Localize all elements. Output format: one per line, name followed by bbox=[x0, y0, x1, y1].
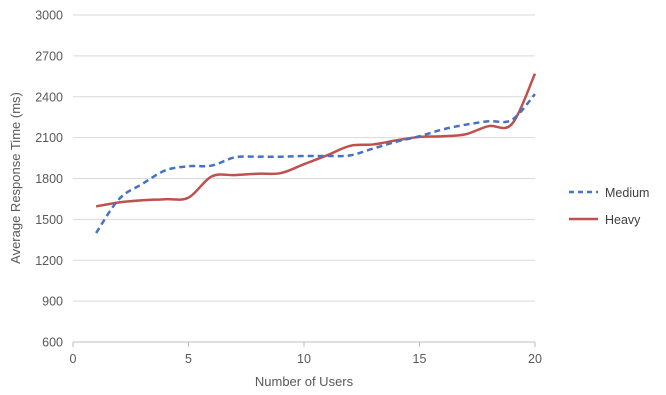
y-tick-label-2700: 2700 bbox=[35, 49, 63, 63]
y-axis-title: Average Response Time (ms) bbox=[8, 92, 23, 264]
y-tick-label-600: 600 bbox=[42, 336, 63, 350]
y-tick-label-2100: 2100 bbox=[35, 131, 63, 145]
x-tick-label-15: 15 bbox=[413, 352, 427, 366]
x-tick-label-20: 20 bbox=[528, 352, 542, 366]
tick-labels: 600 900 1200 1500 1800 2100 2400 2700 3000 0 5 10 15… bbox=[35, 9, 542, 367]
y-tick-label-3000: 3000 bbox=[35, 9, 63, 23]
series-line-heavy bbox=[95, 73, 537, 208]
legend-label-medium: Medium bbox=[605, 186, 649, 200]
gridlines bbox=[73, 14, 535, 302]
x-tick-label-10: 10 bbox=[297, 352, 311, 366]
y-tick-label-1800: 1800 bbox=[35, 172, 63, 186]
legend-label-heavy: Heavy bbox=[605, 213, 641, 227]
y-tick-label-1200: 1200 bbox=[35, 254, 63, 268]
x-axis-title: Number of Users bbox=[255, 374, 354, 389]
x-tick-label-0: 0 bbox=[70, 352, 77, 366]
series-line-medium bbox=[95, 93, 536, 234]
legend: Medium Heavy bbox=[569, 186, 649, 227]
x-tick-label-5: 5 bbox=[185, 352, 192, 366]
y-tick-label-2400: 2400 bbox=[35, 90, 63, 104]
series-layer bbox=[95, 73, 537, 234]
y-tick-label-1500: 1500 bbox=[35, 213, 63, 227]
axes bbox=[72, 341, 536, 347]
y-tick-label-900: 900 bbox=[42, 295, 63, 309]
